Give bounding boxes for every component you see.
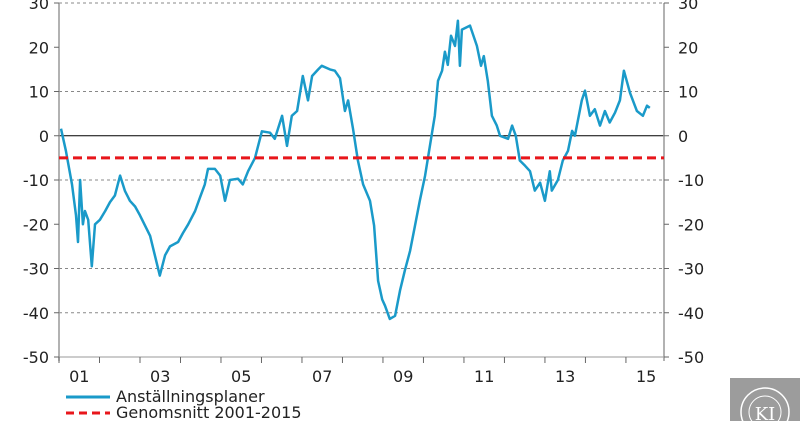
x-tick-label: 07	[312, 367, 332, 386]
y-tick-label-left: -40	[23, 304, 49, 323]
y-tick-label-right: 10	[678, 83, 698, 102]
y-tick-label-right: 0	[678, 127, 688, 146]
y-tick-label-right: -10	[678, 171, 704, 190]
legend-label-anstallningsplaner: Anställningsplaner	[116, 387, 265, 406]
y-tick-label-left: 30	[29, 0, 49, 13]
x-tick-label: 03	[150, 367, 170, 386]
y-tick-label-right: 20	[678, 38, 698, 57]
x-tick-label: 15	[636, 367, 656, 386]
x-tick-label: 09	[393, 367, 413, 386]
y-tick-label-left: -50	[23, 348, 49, 367]
y-tick-label-right: -40	[678, 304, 704, 323]
axes	[54, 2, 669, 363]
x-tick-label: 01	[69, 367, 89, 386]
y-tick-label-right: 30	[678, 0, 698, 13]
y-axis-right-labels: 30 20 10 0 -10 -20 -30 -40 -50	[678, 0, 704, 367]
ki-logo: KI	[730, 378, 800, 421]
y-tick-label-left: 20	[29, 38, 49, 57]
y-tick-label-left: -10	[23, 171, 49, 190]
y-tick-label-left: 10	[29, 83, 49, 102]
y-axis-left-labels: 30 20 10 0 -10 -20 -30 -40 -50	[23, 0, 49, 367]
y-tick-label-left: -20	[23, 215, 49, 234]
svg-text:KI: KI	[755, 404, 776, 421]
y-tick-label-right: -30	[678, 260, 704, 279]
series-group	[59, 19, 664, 321]
y-tick-label-left: -30	[23, 260, 49, 279]
legend-label-genomsnitt: Genomsnitt 2001-2015	[116, 403, 302, 421]
x-axis-labels: 01 03 05 07 09 11 13 15	[69, 367, 656, 386]
x-tick-label: 13	[555, 367, 575, 386]
y-tick-label-right: -20	[678, 215, 704, 234]
y-tick-label-left: 0	[39, 127, 49, 146]
x-tick-label: 05	[231, 367, 251, 386]
series-line-anstallningsplaner	[59, 19, 651, 321]
legend: Anställningsplaner Genomsnitt 2001-2015	[66, 387, 302, 421]
x-tick-label: 11	[474, 367, 494, 386]
y-tick-label-right: -50	[678, 348, 704, 367]
